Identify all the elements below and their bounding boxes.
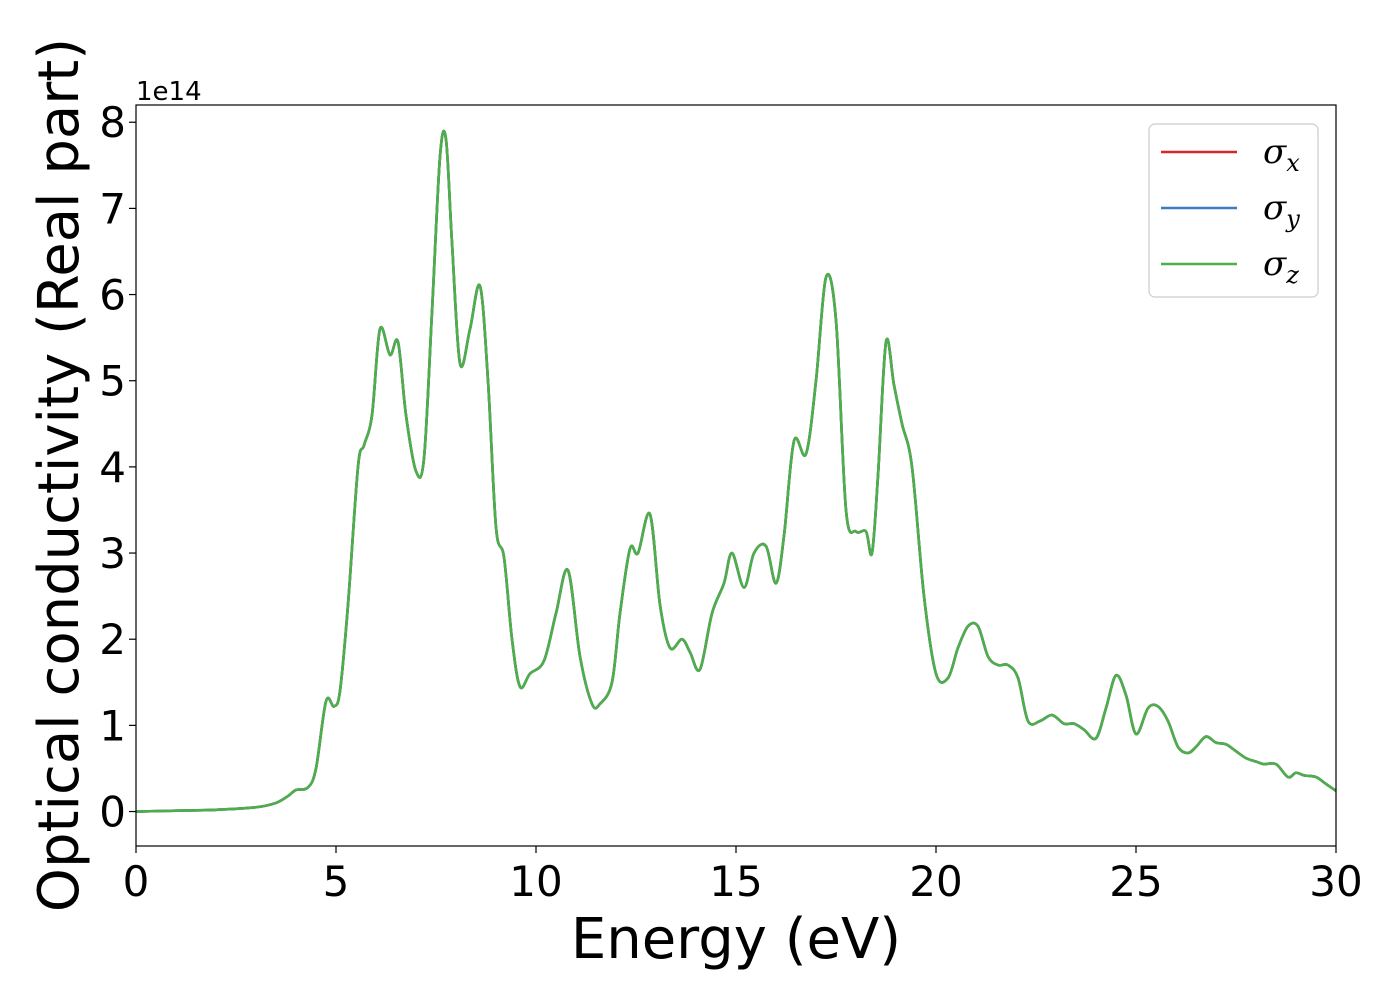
x-tick-label: 20	[909, 857, 962, 906]
y-tick-label: 1	[99, 701, 126, 750]
x-tick-label: 10	[509, 857, 562, 906]
legend-box	[1148, 123, 1319, 298]
y-tick-label: 7	[99, 184, 126, 233]
y-axis-label: Optical conductivity (Real part)	[27, 38, 92, 912]
y-axis-ticks: 0 1 2 3 4 5 6 7 8	[99, 98, 136, 837]
series-line-z	[135, 129, 1337, 813]
x-tick-label: 0	[123, 857, 150, 906]
y-tick-label: 8	[99, 98, 126, 147]
y-tick-label: 3	[99, 529, 126, 578]
y-tick-label: 6	[99, 271, 126, 320]
x-axis-label: Energy (eV)	[571, 907, 901, 972]
x-tick-label: 5	[323, 857, 350, 906]
x-tick-label: 15	[709, 857, 762, 906]
y-offset-label: 1e14	[136, 77, 202, 107]
y-tick-label: 4	[99, 443, 126, 492]
x-axis-ticks: 0 5 10 15 20 25 30	[123, 846, 1363, 906]
y-tick-label: 0	[99, 788, 126, 837]
y-tick-label: 5	[99, 357, 126, 406]
x-tick-label: 25	[1109, 857, 1162, 906]
y-tick-label: 2	[99, 615, 126, 664]
x-tick-label: 30	[1309, 857, 1362, 906]
series-curves	[135, 129, 1337, 813]
